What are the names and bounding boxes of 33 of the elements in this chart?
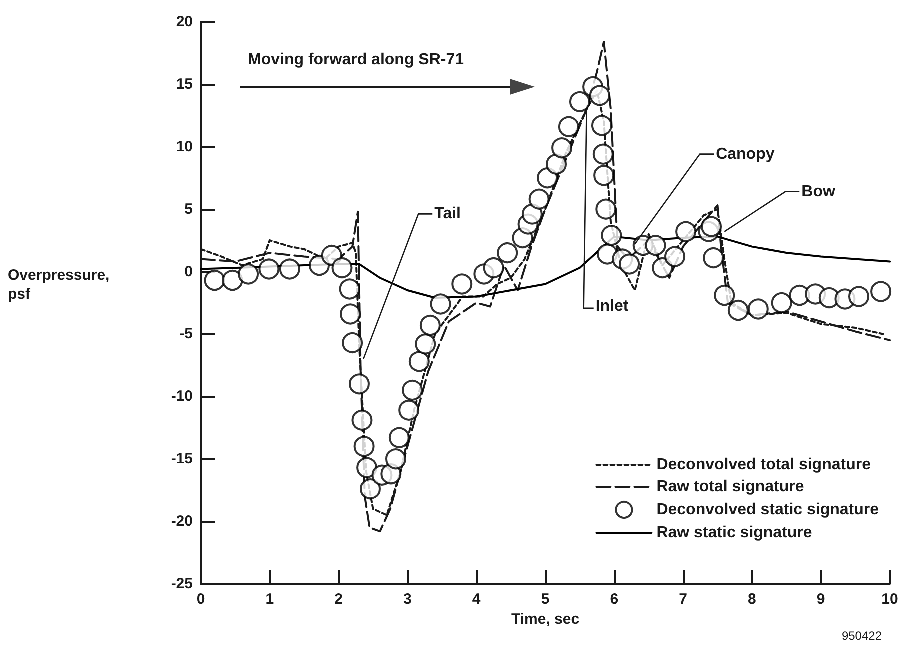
y-tick-label: 5: [184, 200, 193, 218]
annotation: Bow: [802, 183, 836, 200]
annotation: Canopy: [716, 146, 775, 163]
x-tick-label: 2: [334, 591, 343, 608]
y-tick-label: 0: [184, 263, 193, 280]
legend-label: Deconvolved total signature: [656, 456, 872, 474]
y-tick-label: -5: [180, 326, 193, 343]
annotation: Tail: [434, 206, 461, 223]
legend-label: Deconvolved static signature: [656, 502, 880, 518]
y-axis-title: Overpressure, psf: [8, 267, 114, 303]
y-tick-label: -15: [171, 450, 193, 468]
x-tick-label: 9: [816, 591, 826, 608]
text: 950422: [842, 629, 882, 643]
y-tick-label: -10: [171, 388, 193, 406]
x-tick-label: 7: [679, 591, 688, 608]
annotation: Moving forward along SR-71: [248, 52, 464, 68]
x-tick-label: 6: [610, 591, 619, 608]
x-tick-label: 8: [748, 591, 756, 608]
legend-label: Raw total signature: [656, 478, 804, 496]
x-tick-label: 0: [196, 591, 206, 608]
x-tick-label: 1: [266, 591, 274, 608]
y-tick-label: -20: [171, 513, 193, 530]
y-tick-label: 20: [176, 14, 193, 30]
legend-label: Raw static signature: [656, 524, 812, 542]
y-tick-label: -25: [171, 576, 193, 592]
y-tick-label: 10: [176, 138, 193, 156]
y-tick-label: 15: [176, 76, 193, 93]
annotation: Inlet: [596, 298, 630, 315]
x-tick-label: 5: [541, 591, 550, 608]
x-axis-title: Time, sec: [511, 611, 580, 628]
x-tick-label: 10: [882, 591, 898, 608]
x-tick-label: 3: [404, 591, 412, 608]
x-tick-label: 4: [472, 591, 482, 608]
